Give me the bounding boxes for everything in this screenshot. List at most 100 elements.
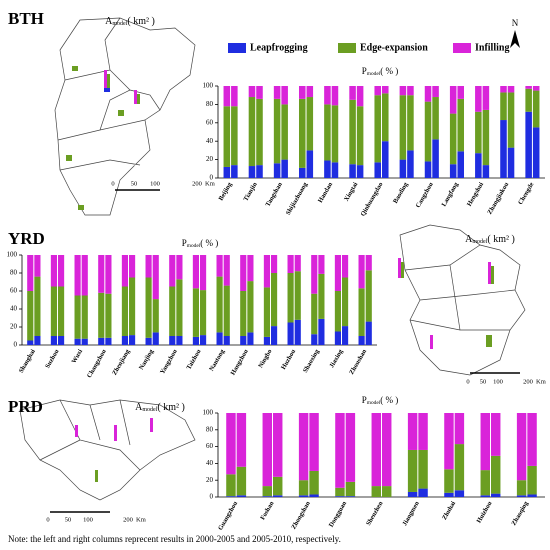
bar-segment: [223, 255, 230, 286]
bar-segment: [262, 486, 272, 497]
bar-segment: [121, 255, 128, 287]
x-tick-label: Zhoushan: [348, 348, 368, 376]
bar-segment: [527, 494, 537, 497]
x-tick-label: Zhuhai: [441, 500, 457, 521]
x-tick-label: Cangzhou: [415, 181, 435, 209]
scale-label: 0: [46, 516, 49, 523]
bar-segment: [335, 496, 345, 497]
bar-segment: [176, 279, 183, 336]
bar-segment: [98, 337, 105, 345]
map-title-sub: model: [112, 21, 127, 27]
bar-segment: [432, 97, 439, 140]
y-tick-label: 0: [210, 174, 214, 182]
bar-segment: [231, 165, 238, 178]
bar-segment: [298, 413, 309, 481]
x-tick-label: Baoding: [392, 181, 410, 205]
scale-label: 100: [83, 516, 93, 523]
bar-segment: [532, 86, 540, 91]
bar-segment: [407, 449, 418, 492]
legend-label: Infilling: [475, 42, 509, 53]
bar-segment: [231, 106, 238, 166]
bar-segment: [480, 495, 490, 497]
bar-segment: [129, 255, 136, 278]
bar-segment: [273, 98, 281, 164]
bar-segment: [525, 111, 532, 178]
y-tick-label: 80: [10, 269, 18, 277]
map-title: Amodel( km² ): [135, 402, 185, 413]
bar-segment: [200, 255, 207, 291]
bar-segment: [516, 480, 527, 496]
scale-label: 200: [523, 378, 533, 385]
bar-segment: [247, 255, 254, 282]
bar-segment: [145, 255, 152, 278]
bar-segment: [324, 86, 331, 105]
bar-segment: [449, 113, 457, 165]
bar-segment: [247, 281, 254, 333]
bar-segment: [281, 86, 288, 105]
bar-segment: [444, 469, 454, 493]
x-tick-label: Huzhou: [280, 348, 297, 371]
bar-segment: [121, 336, 128, 345]
bar-segment: [27, 340, 34, 345]
bar-segment: [50, 336, 57, 345]
bar-segment: [298, 480, 309, 496]
bar-segment: [200, 290, 207, 336]
y-axis-label-sub: model: [187, 243, 201, 249]
bar-segment: [482, 109, 490, 166]
y-axis-label-main: P: [182, 238, 187, 248]
scale-label: 200: [123, 516, 133, 523]
bar-segment: [192, 255, 199, 289]
bar-segment: [145, 277, 152, 338]
x-tick-label: Qinhuangdao: [359, 181, 384, 217]
bar-segment: [382, 413, 392, 487]
bar-segment: [365, 255, 372, 271]
bar-segment: [525, 86, 532, 89]
map-title-main: A: [105, 16, 113, 27]
bar-segment: [335, 413, 345, 488]
bar-segment: [105, 337, 112, 345]
map-title-unit: ( km² ): [487, 234, 514, 245]
bar-segment: [34, 276, 41, 336]
x-tick-label: Beijing: [218, 181, 234, 202]
y-axis-label-sub: model: [367, 400, 381, 406]
bar-segment: [223, 166, 231, 178]
bar-segment: [240, 291, 247, 336]
bar-segment: [263, 287, 270, 337]
scale-label: 50: [480, 378, 487, 385]
bar-segment: [236, 413, 247, 467]
north-label: N: [512, 18, 519, 28]
bar-segment: [432, 86, 439, 98]
bar-segment: [192, 288, 199, 337]
scale-label: 100: [150, 180, 160, 187]
bar-segment: [129, 277, 136, 336]
note: Note: the left and right columns reprece…: [8, 534, 341, 544]
bar-segment: [482, 165, 490, 178]
bar-segment: [248, 86, 256, 98]
bar-segment: [287, 255, 294, 273]
x-tick-label: Handan: [317, 181, 334, 204]
bar-segment: [444, 492, 454, 497]
x-tick-label: Hengshui: [466, 181, 485, 208]
y-axis-label: Pmodel( % ): [182, 238, 219, 249]
x-tick-label: Nanjing: [138, 348, 156, 372]
bar-segment: [74, 338, 81, 345]
bar-segment: [298, 86, 306, 99]
bar-segment: [226, 496, 236, 497]
bar-segment: [152, 299, 159, 333]
bar-segment: [407, 95, 414, 151]
bar-segment: [248, 97, 256, 167]
bar-segment: [418, 449, 428, 489]
bar-segment: [418, 413, 428, 450]
region-label: PRD: [8, 397, 43, 416]
bar-segment: [192, 336, 199, 345]
x-tick-label: Hangzhou: [230, 348, 251, 377]
bar-segment: [399, 159, 407, 178]
bar-segment: [298, 167, 306, 178]
bar-segment: [407, 150, 414, 178]
bar-segment: [273, 476, 283, 496]
bar-segment: [74, 255, 81, 296]
bar-segment: [516, 413, 527, 481]
bar-segment: [306, 97, 314, 151]
bar-segment: [358, 336, 365, 345]
bar-segment: [399, 95, 407, 160]
